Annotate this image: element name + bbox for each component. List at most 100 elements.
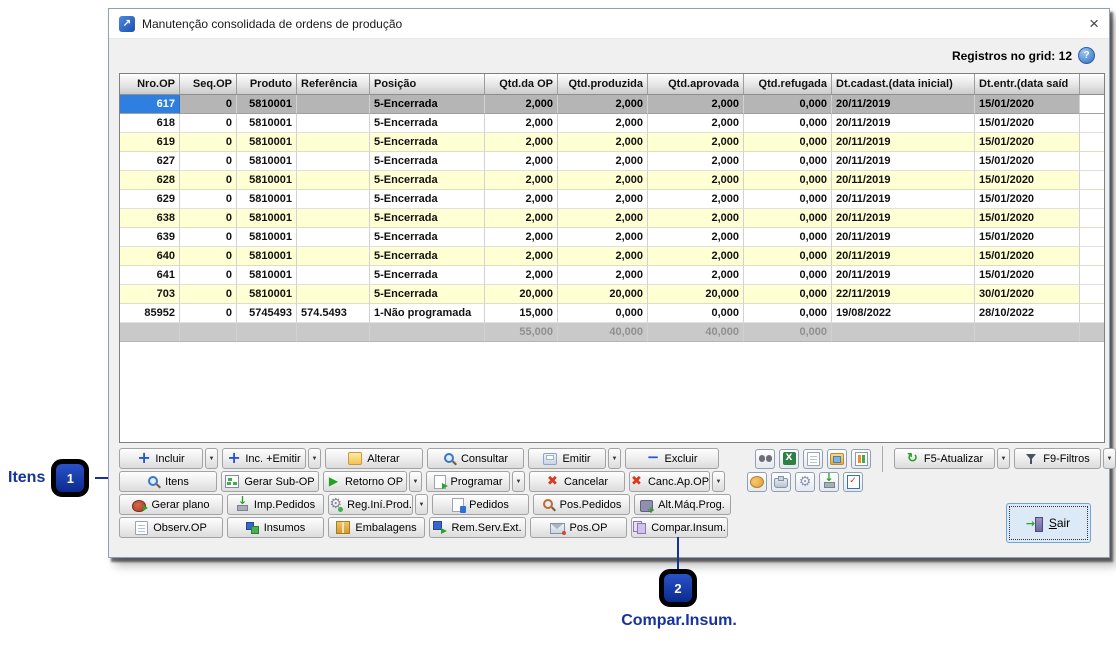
- grid-cell[interactable]: 2,000: [558, 228, 648, 247]
- grid-cell[interactable]: 2,000: [648, 133, 744, 152]
- table-row[interactable]: 619 0 5810001 5-Encerrada 2,000 2,000 2,000 0,0…: [120, 133, 1104, 152]
- grid-cell[interactable]: 0,000: [744, 285, 832, 304]
- grid-cell[interactable]: 2,000: [485, 133, 558, 152]
- grid-cell[interactable]: 15/01/2020: [975, 247, 1080, 266]
- button-compar-insum[interactable]: Compar.Insum.: [631, 517, 728, 538]
- grid-cell[interactable]: 0: [180, 247, 237, 266]
- grid-cell[interactable]: 617: [120, 95, 180, 114]
- grid-cell[interactable]: 2,000: [648, 171, 744, 190]
- grid-cell[interactable]: 5-Encerrada: [370, 171, 485, 190]
- grid-cell[interactable]: 619: [120, 133, 180, 152]
- column-header-seq-op[interactable]: Seq.OP: [180, 74, 237, 95]
- grid-cell[interactable]: 20/11/2019: [832, 190, 975, 209]
- grid-cell[interactable]: 5810001: [237, 247, 297, 266]
- grid-cell[interactable]: 20/11/2019: [832, 95, 975, 114]
- table-row[interactable]: 638 0 5810001 5-Encerrada 2,000 2,000 2,000 0,0…: [120, 209, 1104, 228]
- tool-button-binoculars[interactable]: [755, 448, 775, 469]
- grid-cell[interactable]: 15/01/2020: [975, 209, 1080, 228]
- grid-cell[interactable]: 5-Encerrada: [370, 266, 485, 285]
- button-pos-op[interactable]: Pos.OP: [530, 517, 627, 538]
- grid-cell[interactable]: 0: [180, 133, 237, 152]
- table-row[interactable]: 640 0 5810001 5-Encerrada 2,000 2,000 2,000 0,0…: [120, 247, 1104, 266]
- grid-cell[interactable]: 5810001: [237, 209, 297, 228]
- button-rem-serv-ext[interactable]: Rem.Serv.Ext.: [429, 517, 526, 538]
- button-emitir[interactable]: Emitir: [528, 448, 606, 469]
- grid-cell[interactable]: 629: [120, 190, 180, 209]
- grid-cell[interactable]: 2,000: [648, 266, 744, 285]
- column-header-referencia[interactable]: Referência: [297, 74, 370, 95]
- grid-cell[interactable]: 22/11/2019: [832, 285, 975, 304]
- grid-cell[interactable]: 2,000: [558, 133, 648, 152]
- table-row[interactable]: 639 0 5810001 5-Encerrada 2,000 2,000 2,000 0,0…: [120, 228, 1104, 247]
- title-bar[interactable]: Manutenção consolidada de ordens de prod…: [109, 9, 1109, 39]
- grid-cell[interactable]: 15/01/2020: [975, 114, 1080, 133]
- tool-button-checklist[interactable]: [843, 471, 863, 492]
- grid-cell[interactable]: 5810001: [237, 285, 297, 304]
- column-header-nro-op[interactable]: Nro.OP: [120, 74, 180, 95]
- button-observ-op[interactable]: Observ.OP: [119, 517, 223, 538]
- grid-cell[interactable]: 5-Encerrada: [370, 190, 485, 209]
- grid-cell[interactable]: 2,000: [485, 152, 558, 171]
- grid-cell[interactable]: 640: [120, 247, 180, 266]
- grid-cell[interactable]: 15,000: [485, 304, 558, 323]
- grid-cell[interactable]: 627: [120, 152, 180, 171]
- grid-cell[interactable]: 0: [180, 114, 237, 133]
- grid-cell[interactable]: 30/01/2020: [975, 285, 1080, 304]
- grid-cell[interactable]: 0,000: [744, 133, 832, 152]
- button-gerar-plano[interactable]: Gerar plano: [119, 494, 223, 515]
- grid-cell[interactable]: 703: [120, 285, 180, 304]
- grid-cell[interactable]: 0,000: [558, 304, 648, 323]
- column-header-produto[interactable]: Produto: [237, 74, 297, 95]
- button-alterar[interactable]: Alterar: [325, 448, 423, 469]
- grid-cell[interactable]: 0,000: [744, 114, 832, 133]
- grid-cell[interactable]: 15/01/2020: [975, 95, 1080, 114]
- orders-grid[interactable]: Nro.OP Seq.OP Produto Referência Posição Qtd.…: [119, 73, 1105, 443]
- grid-cell[interactable]: 5810001: [237, 133, 297, 152]
- grid-cell[interactable]: [297, 247, 370, 266]
- grid-cell[interactable]: 2,000: [485, 209, 558, 228]
- grid-cell[interactable]: 2,000: [558, 114, 648, 133]
- grid-cell[interactable]: 20/11/2019: [832, 114, 975, 133]
- dropdown-canc-ap-op[interactable]: ▼: [712, 471, 725, 492]
- grid-cell[interactable]: 5-Encerrada: [370, 228, 485, 247]
- grid-cell[interactable]: 0,000: [744, 152, 832, 171]
- grid-cell[interactable]: 15/01/2020: [975, 171, 1080, 190]
- grid-cell[interactable]: 1-Não programada: [370, 304, 485, 323]
- grid-cell[interactable]: 5-Encerrada: [370, 152, 485, 171]
- grid-cell[interactable]: 2,000: [558, 190, 648, 209]
- grid-cell[interactable]: 5810001: [237, 152, 297, 171]
- button-gerar-sub-op[interactable]: Gerar Sub-OP: [221, 471, 319, 492]
- grid-cell[interactable]: 20/11/2019: [832, 171, 975, 190]
- grid-cell[interactable]: 0,000: [744, 247, 832, 266]
- dropdown-f9-filtros[interactable]: ▼: [1103, 448, 1116, 469]
- grid-cell[interactable]: 2,000: [485, 247, 558, 266]
- grid-cell[interactable]: 5810001: [237, 95, 297, 114]
- grid-cell[interactable]: 20,000: [648, 285, 744, 304]
- close-icon[interactable]: ×: [1089, 13, 1099, 33]
- button-consultar[interactable]: Consultar: [427, 448, 524, 469]
- grid-cell[interactable]: 5-Encerrada: [370, 114, 485, 133]
- grid-cell[interactable]: [297, 228, 370, 247]
- grid-cell[interactable]: 0: [180, 285, 237, 304]
- table-row[interactable]: 85952 0 5745493 574.5493 1-Não programada 15,…: [120, 304, 1104, 323]
- grid-cell[interactable]: 5810001: [237, 171, 297, 190]
- grid-cell[interactable]: [297, 114, 370, 133]
- grid-cell[interactable]: 2,000: [558, 209, 648, 228]
- grid-cell[interactable]: 0: [180, 190, 237, 209]
- grid-cell[interactable]: 5810001: [237, 190, 297, 209]
- grid-cell[interactable]: 20/11/2019: [832, 266, 975, 285]
- button-incluir[interactable]: Incluir: [119, 448, 203, 469]
- grid-cell[interactable]: 15/01/2020: [975, 133, 1080, 152]
- grid-cell[interactable]: 2,000: [558, 171, 648, 190]
- tool-button-grid-setup[interactable]: [851, 448, 871, 469]
- button-pos-pedidos[interactable]: Pos.Pedidos: [533, 494, 630, 515]
- grid-cell[interactable]: 5810001: [237, 266, 297, 285]
- column-header-qtd-aprovada[interactable]: Qtd.aprovada: [648, 74, 744, 95]
- button-itens[interactable]: Itens: [119, 471, 217, 492]
- button-f9-filtros[interactable]: F9-Filtros: [1014, 448, 1101, 469]
- grid-cell[interactable]: [297, 209, 370, 228]
- grid-cell[interactable]: 2,000: [558, 266, 648, 285]
- grid-cell[interactable]: 20/11/2019: [832, 209, 975, 228]
- button-programar[interactable]: Programar: [426, 471, 510, 492]
- tool-button-excel[interactable]: [779, 448, 799, 469]
